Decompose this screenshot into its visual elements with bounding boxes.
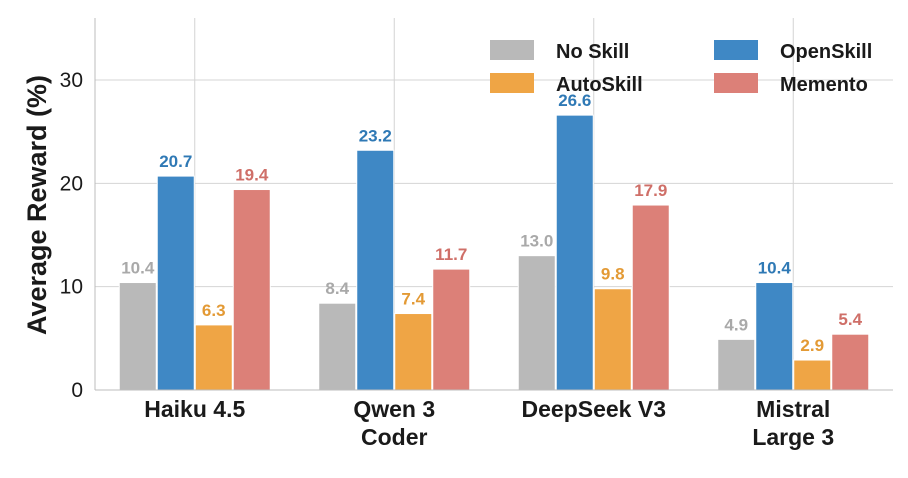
- bar: [831, 333, 870, 391]
- bar-value-label: 10.4: [758, 259, 792, 278]
- bar: [517, 255, 556, 391]
- bar-value-label: 5.4: [838, 310, 862, 329]
- legend-swatch: [490, 73, 534, 93]
- y-tick-label: 10: [60, 276, 83, 299]
- x-tick-label: Mistral Large 3: [752, 396, 834, 450]
- y-tick-label: 0: [71, 379, 83, 402]
- bar: [717, 338, 756, 391]
- legend-swatch: [714, 73, 758, 93]
- legend: No Skill AutoSkill OpenSkill Memento: [490, 40, 872, 96]
- bar-value-label: 9.8: [601, 265, 625, 284]
- bar: [555, 114, 594, 391]
- bar: [232, 189, 271, 391]
- legend-label: No Skill: [556, 41, 629, 63]
- legend-label: AutoSkill: [556, 74, 643, 96]
- bar: [394, 313, 433, 391]
- bars: [118, 114, 870, 391]
- legend-label: Memento: [780, 74, 868, 96]
- x-tick-label: Haiku 4.5: [144, 396, 245, 422]
- bar-value-label: 17.9: [634, 181, 667, 200]
- bar-value-label: 19.4: [235, 166, 269, 185]
- bar: [432, 268, 471, 391]
- bar: [194, 324, 233, 391]
- y-tick-label: 20: [60, 172, 83, 195]
- bar: [631, 204, 670, 391]
- bar-value-label: 7.4: [401, 290, 425, 309]
- bar-value-label: 11.7: [435, 245, 467, 264]
- axes: 0 10 20 30 Haiku 4.5 Qwen 3 Coder DeepSeek V3 Mi…: [60, 18, 893, 450]
- legend-swatch: [714, 40, 758, 60]
- bar: [755, 282, 794, 391]
- bar: [793, 359, 832, 391]
- bar: [593, 288, 632, 391]
- y-tick-label: 30: [60, 69, 83, 92]
- legend-label: OpenSkill: [780, 41, 872, 63]
- bar-value-label: 23.2: [359, 126, 392, 145]
- bar: [156, 175, 195, 391]
- bar-value-label: 10.4: [121, 259, 155, 278]
- bar-value-label: 6.3: [202, 301, 226, 320]
- bar-value-label: 4.9: [724, 315, 748, 334]
- x-tick-label: DeepSeek V3: [522, 396, 666, 422]
- x-tick-label: Qwen 3 Coder: [353, 396, 435, 450]
- bar: [118, 282, 157, 391]
- bar-value-label: 8.4: [325, 279, 349, 298]
- data-labels: 10.4 8.4 13.0 4.9 20.7 23.2 26.6 10.4 6.3 7.4 9.8 2…: [121, 91, 862, 355]
- bar-value-label: 26.6: [558, 91, 591, 110]
- bar: [318, 302, 357, 391]
- bar-value-label: 20.7: [159, 152, 192, 171]
- bar-value-label: 13.0: [520, 232, 553, 251]
- legend-swatch: [490, 40, 534, 60]
- bar-value-label: 2.9: [800, 336, 824, 355]
- y-axis-title: Average Reward (%): [22, 75, 52, 335]
- bar: [356, 149, 395, 391]
